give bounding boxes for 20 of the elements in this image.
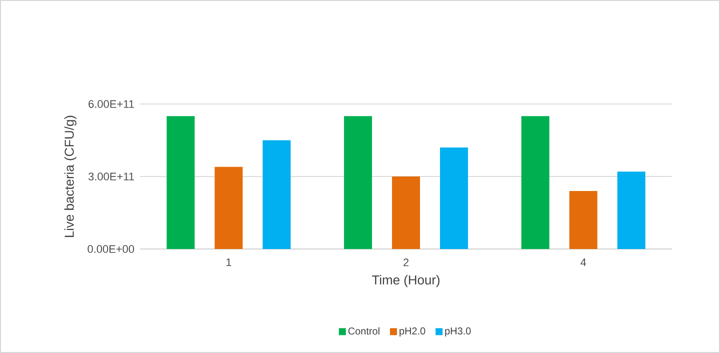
bar [166, 116, 195, 249]
y-tick-label: 3.00E+11 [88, 172, 134, 180]
y-tick-label: 6.00E+11 [88, 100, 134, 108]
bar [392, 176, 420, 249]
bar [521, 116, 550, 249]
bar [569, 191, 598, 249]
legend-label: pH3.0 [445, 327, 471, 336]
bar [617, 172, 646, 249]
x-tick-label: 4 [580, 258, 586, 266]
x-tick-label: 1 [226, 258, 232, 266]
legend-label: pH2.0 [400, 327, 426, 336]
x-tick-label: 2 [404, 258, 409, 266]
bar [440, 148, 468, 249]
bar [214, 166, 243, 249]
bar [262, 140, 291, 249]
x-axis-title: Time (Hour) [372, 275, 440, 288]
y-tick-label: 0.00E+00 [88, 245, 134, 253]
bar [344, 116, 372, 249]
y-axis-title: Live bacteria (CFU/g) [64, 116, 76, 237]
legend-label: Control [348, 327, 380, 335]
